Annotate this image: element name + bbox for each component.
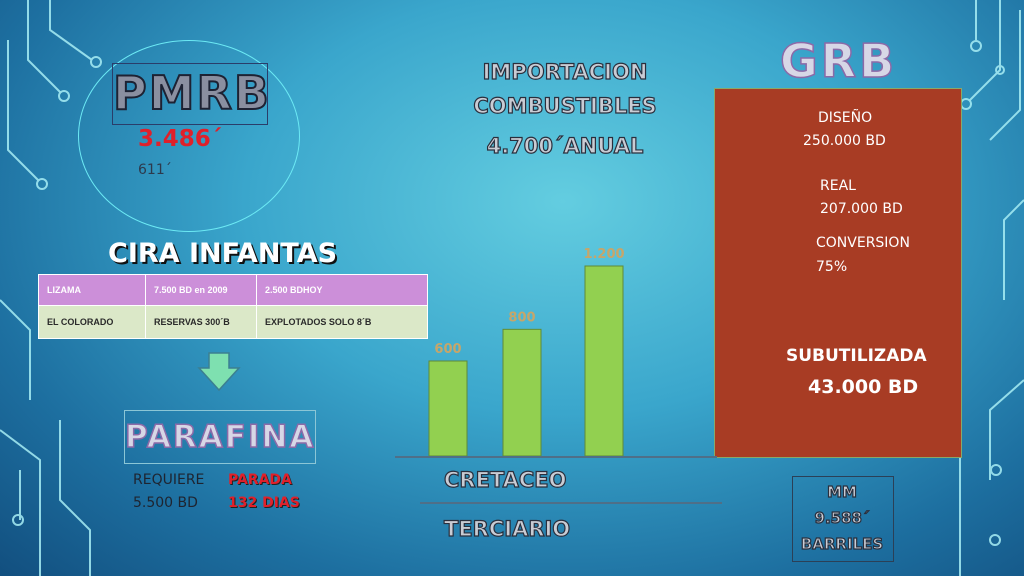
pmrb-circle (78, 40, 300, 232)
grb-conversion-value: 75% (816, 259, 848, 275)
table-cell: EXPLOTADOS SOLO 8´B (256, 305, 428, 339)
grb-real-label: REAL (820, 178, 856, 194)
parafina-title: PARAFINA (124, 410, 316, 464)
grb-subutilizada-value: 43.000 BD (808, 376, 919, 398)
bar-label-0: 600 (434, 342, 461, 357)
table-cell: RESERVAS 300´B (145, 305, 257, 339)
bar-label-1: 800 (508, 310, 535, 325)
grb-conversion-label: CONVERSION (816, 235, 910, 251)
mm-line-1: MM (826, 482, 857, 501)
table-row: LIZAMA 7.500 BD en 2009 2.500 BDHOY (38, 274, 428, 306)
terciario-label: TERCIARIO (443, 516, 571, 541)
parafina-requiere-value: 5.500 BD (133, 495, 198, 511)
grb-real-value: 207.000 BD (820, 201, 903, 217)
ground-line (395, 456, 717, 458)
parafina-dias: 132 DIAS (228, 495, 300, 511)
importacion-line-3: 4.700´ANUAL (486, 133, 644, 158)
table-cell: LIZAMA (38, 274, 146, 306)
mm-line-2: 9.588´ (814, 508, 870, 527)
bar-label-2: 1.200 (583, 247, 624, 262)
grb-diseno-value: 250.000 BD (803, 133, 886, 149)
cretaceo-label: CRETACEO (443, 467, 567, 492)
bar-0 (428, 360, 468, 457)
arrow-down-icon (197, 352, 241, 392)
cira-table: LIZAMA 7.500 BD en 2009 2.500 BDHOY EL C… (38, 274, 428, 339)
table-cell: 2.500 BDHOY (256, 274, 428, 306)
layer-divider (420, 502, 722, 504)
importacion-line-2: COMBUSTIBLES (473, 93, 658, 118)
cira-title: CIRA INFANTAS (108, 238, 338, 269)
bar-2 (584, 265, 624, 457)
pmrb-value-1: 3.486´ (138, 126, 223, 152)
importacion-line-1: IMPORTACION (482, 59, 648, 84)
bar-chart: 600 800 1.200 (428, 247, 625, 457)
table-row: EL COLORADO RESERVAS 300´B EXPLOTADOS SO… (38, 305, 428, 339)
pmrb-value-2: 611´ (138, 162, 172, 178)
table-cell: 7.500 BD en 2009 (145, 274, 257, 306)
parafina-requiere: REQUIERE (133, 472, 205, 488)
pmrb-title: PMRB (112, 63, 270, 125)
grb-subutilizada-label: SUBUTILIZADA (786, 346, 927, 366)
grb-box (714, 88, 962, 458)
bar-1 (502, 328, 542, 457)
table-cell: EL COLORADO (38, 305, 146, 339)
grb-diseno-label: DISEÑO (818, 110, 873, 126)
mm-line-3: BARRILES (800, 534, 884, 553)
mm-box (792, 476, 894, 562)
parafina-parada: PARADA (228, 472, 292, 488)
grb-title: GRB (779, 33, 898, 89)
